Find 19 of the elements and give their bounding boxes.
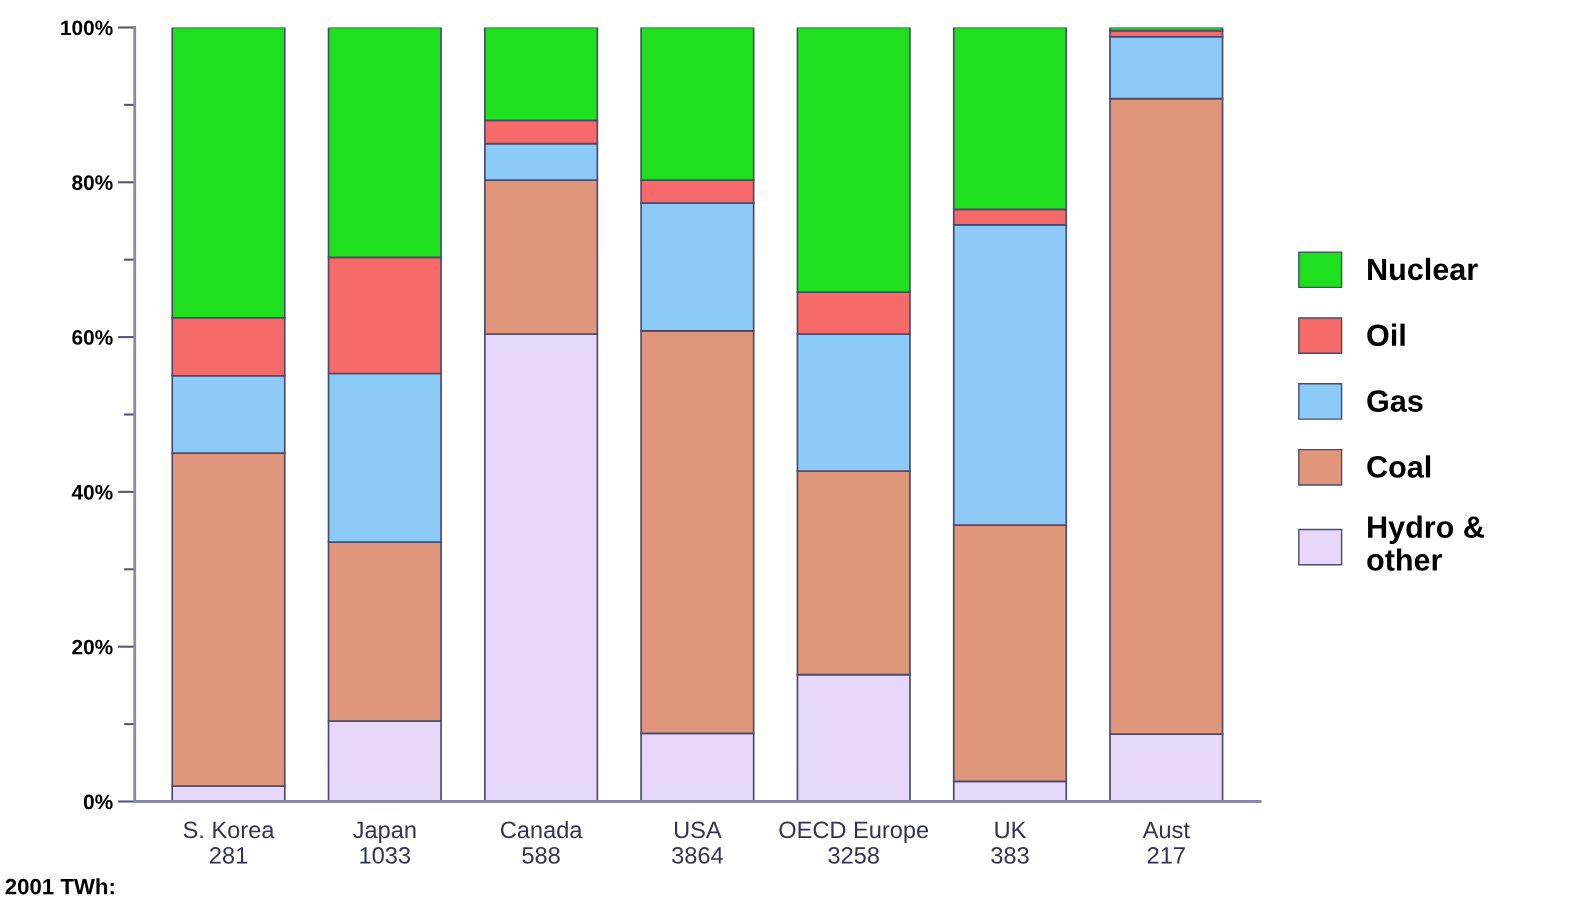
- legend-label: Coal: [1367, 455, 1431, 478]
- y-tick-label: 100%: [61, 20, 113, 36]
- legend-label: Oil: [1367, 323, 1405, 347]
- y-tick-label: 0%: [83, 794, 113, 810]
- x-tick-label: USA 3864: [672, 821, 723, 864]
- x-tick-label: UK 383: [991, 821, 1029, 864]
- y-tick-label: 60%: [72, 330, 113, 345]
- legend-label: Hydro & other: [1367, 515, 1484, 571]
- x-tick-label: Canada 588: [500, 820, 583, 864]
- y-tick-label: 40%: [71, 484, 113, 500]
- legend-label: Nuclear: [1368, 257, 1478, 281]
- text: 2001 TWh:: [5, 878, 114, 895]
- x-tick-label: OECD Europe 3258: [779, 821, 929, 864]
- y-tick-label: 80%: [72, 175, 113, 191]
- x-tick-label: Aust 217: [1142, 821, 1190, 864]
- x-tick-label: Japan 1033: [353, 821, 416, 864]
- x-tick-label: S. Korea 281: [183, 821, 275, 864]
- y-tick-label: 20%: [72, 639, 113, 655]
- legend-label: Gas: [1367, 390, 1423, 412]
